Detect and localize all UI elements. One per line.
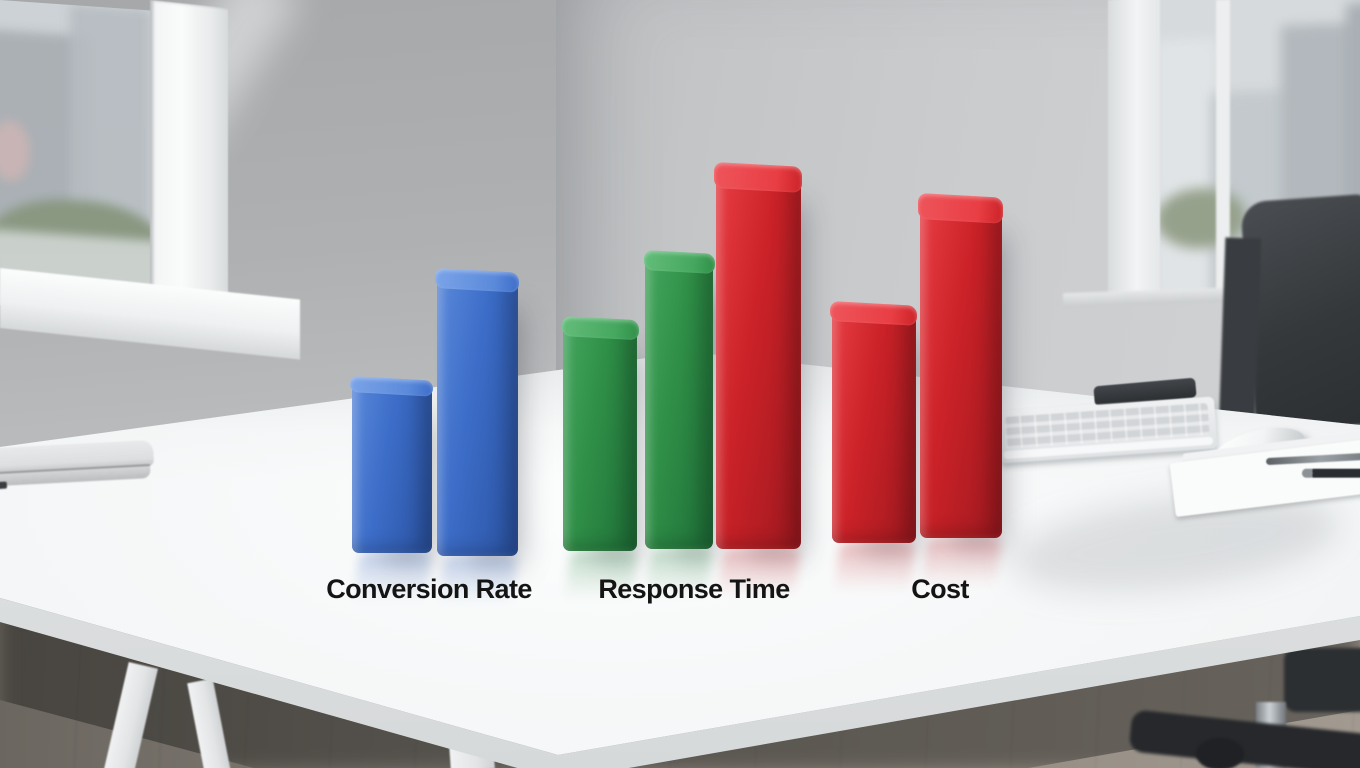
- bar-top-face: [918, 193, 1004, 224]
- bar-blue-1: [331, 376, 453, 613]
- bar-top-face: [561, 316, 639, 341]
- city-building: [1156, 37, 1216, 297]
- bar-green-4: [627, 250, 731, 609]
- office-chair-arm-post: [1218, 237, 1262, 434]
- window-left-frame: [150, 0, 228, 327]
- bar-top-face: [435, 268, 520, 293]
- window-right-frame: [1108, 0, 1160, 301]
- bar-group-label-cost: Cost: [911, 574, 969, 604]
- bar-top-face: [350, 376, 434, 397]
- bar-top-face: [714, 162, 803, 193]
- bar-top-face: [830, 301, 918, 326]
- bar-red-5: [693, 162, 824, 609]
- bar-reflection: [832, 543, 916, 603]
- window-left-glass: [0, 0, 158, 317]
- office-chair-seat: [1284, 648, 1360, 712]
- bar-group-label-response-time: Response Time: [598, 574, 790, 604]
- bar-top-face: [643, 250, 715, 274]
- laptop-port: [0, 481, 8, 490]
- bar-green-3: [543, 316, 657, 611]
- window-left: [0, 0, 305, 360]
- office-chair-wheel: [1196, 738, 1244, 768]
- laptop: [0, 436, 159, 497]
- bar-group-label-conversion-rate: Conversion Rate: [326, 574, 532, 604]
- pen: [1301, 468, 1360, 478]
- bar-red-6: [810, 301, 938, 603]
- bar-red-7: [898, 193, 1024, 598]
- bar-blue-2: [415, 268, 540, 616]
